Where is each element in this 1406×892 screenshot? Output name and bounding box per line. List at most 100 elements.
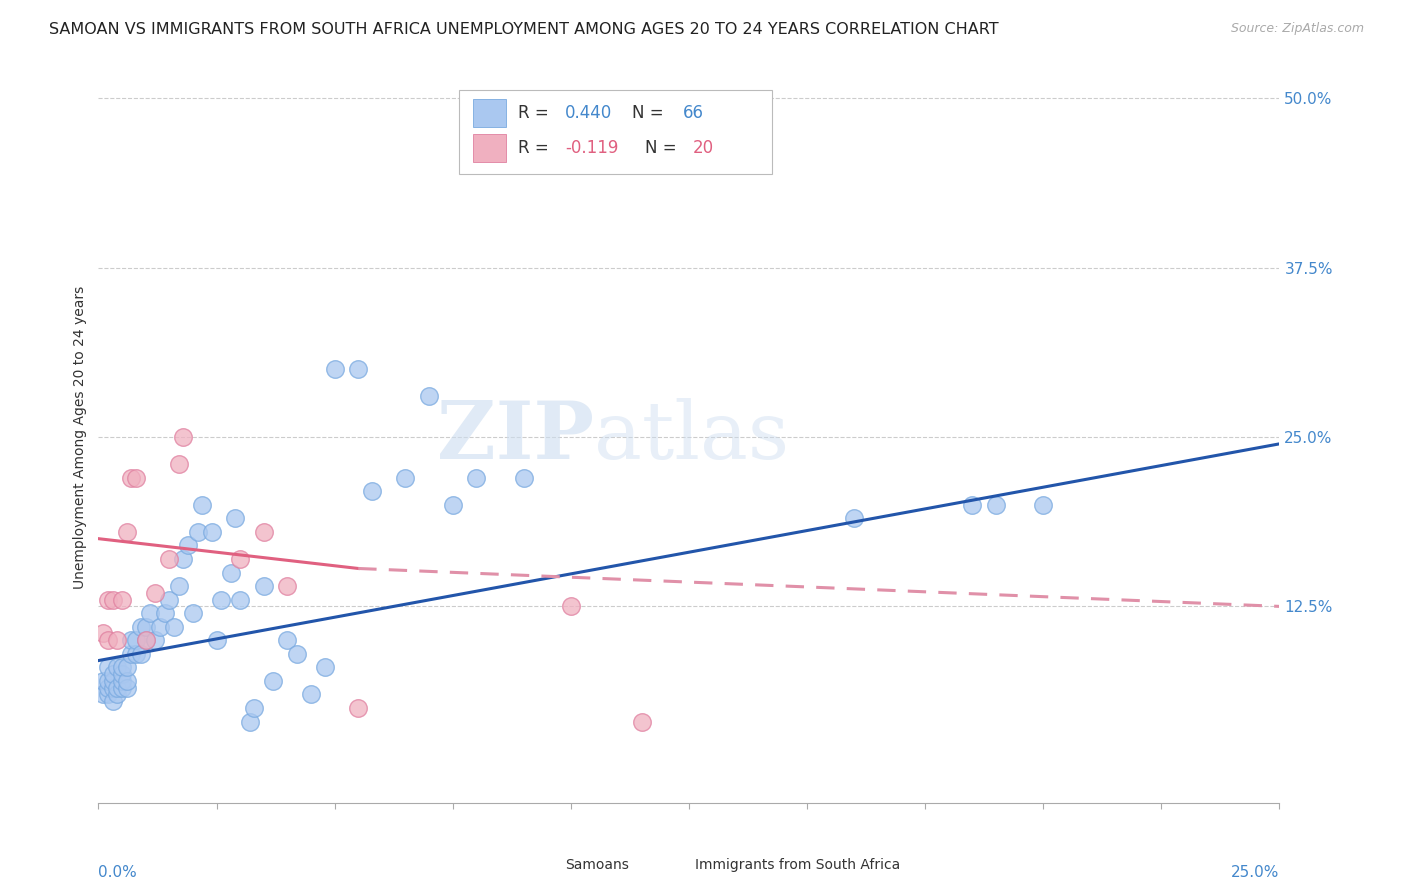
Text: 0.440: 0.440 bbox=[565, 104, 612, 122]
Point bbox=[243, 701, 266, 715]
Point bbox=[285, 647, 308, 661]
Point bbox=[121, 647, 143, 661]
Point bbox=[224, 511, 246, 525]
Point bbox=[91, 626, 114, 640]
Point bbox=[229, 592, 252, 607]
Point bbox=[121, 633, 143, 648]
Bar bbox=[659, 857, 685, 873]
Point bbox=[129, 647, 152, 661]
Point bbox=[262, 673, 284, 688]
Point bbox=[984, 498, 1007, 512]
Point bbox=[276, 579, 298, 593]
Point bbox=[560, 599, 582, 614]
Point bbox=[276, 633, 298, 648]
Point bbox=[177, 538, 200, 552]
Text: N =: N = bbox=[633, 104, 669, 122]
Text: 20: 20 bbox=[693, 139, 714, 157]
Point bbox=[115, 660, 138, 674]
Point bbox=[253, 579, 276, 593]
Point bbox=[314, 660, 336, 674]
Point bbox=[153, 606, 176, 620]
Text: N =: N = bbox=[645, 139, 682, 157]
Point bbox=[187, 524, 209, 539]
Text: SAMOAN VS IMMIGRANTS FROM SOUTH AFRICA UNEMPLOYMENT AMONG AGES 20 TO 24 YEARS CO: SAMOAN VS IMMIGRANTS FROM SOUTH AFRICA U… bbox=[49, 22, 998, 37]
Text: R =: R = bbox=[517, 104, 554, 122]
Text: -0.119: -0.119 bbox=[565, 139, 619, 157]
Point bbox=[91, 673, 114, 688]
Point bbox=[512, 471, 534, 485]
Point bbox=[239, 714, 262, 729]
Point bbox=[143, 633, 166, 648]
Point bbox=[219, 566, 242, 580]
Point bbox=[323, 362, 346, 376]
Point bbox=[105, 681, 128, 695]
Point bbox=[97, 592, 120, 607]
Bar bbox=[472, 99, 506, 127]
Point bbox=[347, 701, 370, 715]
Bar bbox=[472, 135, 506, 162]
Point bbox=[149, 620, 172, 634]
Point bbox=[139, 606, 162, 620]
Point bbox=[115, 673, 138, 688]
Point bbox=[97, 633, 120, 648]
Point bbox=[167, 579, 190, 593]
Point bbox=[299, 688, 322, 702]
Point bbox=[135, 620, 157, 634]
Point bbox=[347, 362, 370, 376]
Point bbox=[172, 552, 194, 566]
Point bbox=[205, 633, 228, 648]
Text: Immigrants from South Africa: Immigrants from South Africa bbox=[695, 858, 900, 872]
Point bbox=[115, 681, 138, 695]
Point bbox=[163, 620, 186, 634]
Point bbox=[172, 430, 194, 444]
Point bbox=[121, 471, 143, 485]
Point bbox=[111, 681, 134, 695]
Point bbox=[97, 660, 120, 674]
Point bbox=[111, 667, 134, 681]
Point bbox=[101, 694, 124, 708]
Text: 0.0%: 0.0% bbox=[98, 865, 138, 880]
Point bbox=[125, 471, 148, 485]
Text: 25.0%: 25.0% bbox=[1232, 865, 1279, 880]
Point bbox=[962, 498, 984, 512]
Point bbox=[125, 633, 148, 648]
Point bbox=[361, 484, 384, 499]
Point bbox=[101, 673, 124, 688]
Text: 66: 66 bbox=[683, 104, 704, 122]
Point bbox=[91, 688, 114, 702]
Point bbox=[105, 688, 128, 702]
Point bbox=[135, 633, 157, 648]
Point bbox=[157, 592, 180, 607]
Point bbox=[209, 592, 232, 607]
Y-axis label: Unemployment Among Ages 20 to 24 years: Unemployment Among Ages 20 to 24 years bbox=[73, 285, 87, 589]
Point bbox=[111, 673, 134, 688]
Point bbox=[105, 633, 128, 648]
Point bbox=[181, 606, 204, 620]
Point bbox=[111, 592, 134, 607]
Text: Source: ZipAtlas.com: Source: ZipAtlas.com bbox=[1230, 22, 1364, 36]
Point bbox=[105, 660, 128, 674]
Point bbox=[97, 688, 120, 702]
Point bbox=[201, 524, 224, 539]
Text: ZIP: ZIP bbox=[437, 398, 595, 476]
Point bbox=[253, 524, 276, 539]
Point bbox=[441, 498, 464, 512]
Point bbox=[101, 681, 124, 695]
Point bbox=[167, 457, 190, 471]
Point bbox=[418, 389, 440, 403]
Point bbox=[101, 592, 124, 607]
Point bbox=[844, 511, 866, 525]
Point bbox=[135, 633, 157, 648]
Text: atlas: atlas bbox=[595, 398, 790, 476]
Bar bbox=[530, 857, 555, 873]
Point bbox=[229, 552, 252, 566]
Point bbox=[465, 471, 488, 485]
Point bbox=[191, 498, 214, 512]
Point bbox=[97, 681, 120, 695]
Point bbox=[111, 660, 134, 674]
Point bbox=[101, 667, 124, 681]
Point bbox=[97, 673, 120, 688]
Text: R =: R = bbox=[517, 139, 554, 157]
Point bbox=[394, 471, 416, 485]
Point bbox=[125, 647, 148, 661]
